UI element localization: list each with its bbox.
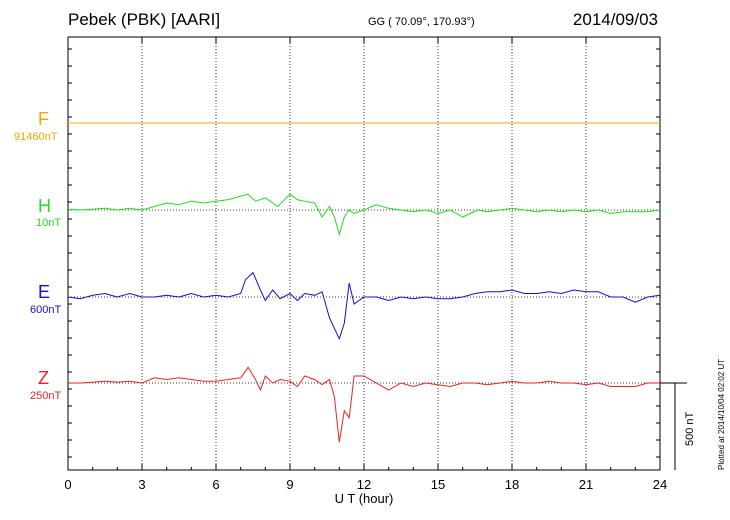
station-coordinates: GG ( 70.09°, 170.93°) bbox=[368, 16, 475, 28]
x-tick-label-0: 0 bbox=[64, 477, 71, 492]
component-label-e: E bbox=[38, 282, 51, 302]
scale-bar-label: 500 nT bbox=[684, 411, 696, 446]
x-tick-label-9: 9 bbox=[286, 477, 293, 492]
trace-z bbox=[68, 366, 660, 443]
trace-e bbox=[67, 271, 661, 341]
component-label-z: Z bbox=[38, 368, 49, 388]
component-label-f: F bbox=[38, 109, 49, 129]
x-tick-label-3: 3 bbox=[138, 477, 145, 492]
x-tick-label-6: 6 bbox=[212, 477, 219, 492]
x-axis-label: U T (hour) bbox=[335, 491, 394, 506]
x-tick-label-18: 18 bbox=[505, 477, 519, 492]
observation-date: 2014/09/03 bbox=[572, 10, 658, 29]
plotted-timestamp: Plotted at 2014/10/04 02:02 UT bbox=[717, 358, 726, 470]
x-tick-label-12: 12 bbox=[357, 477, 371, 492]
baseline-label-h: 10nT bbox=[36, 217, 62, 229]
x-axis-ticks: 0 3 6 9 12 15 18 21 24 bbox=[64, 37, 667, 492]
grid-lines bbox=[68, 37, 660, 470]
x-tick-label-15: 15 bbox=[431, 477, 445, 492]
trace-lines bbox=[67, 122, 661, 443]
baseline-label-f: 91460nT bbox=[14, 131, 58, 143]
baseline-label-z: 250nT bbox=[30, 390, 62, 402]
station-title: Pebek (PBK) [AARI] bbox=[68, 10, 221, 29]
baseline-label-e: 600nT bbox=[30, 304, 62, 316]
trace-h bbox=[67, 193, 661, 237]
scale-bar: 500 nT bbox=[660, 382, 696, 470]
x-tick-label-24: 24 bbox=[653, 477, 667, 492]
x-tick-label-21: 21 bbox=[579, 477, 593, 492]
component-label-h: H bbox=[38, 196, 51, 216]
